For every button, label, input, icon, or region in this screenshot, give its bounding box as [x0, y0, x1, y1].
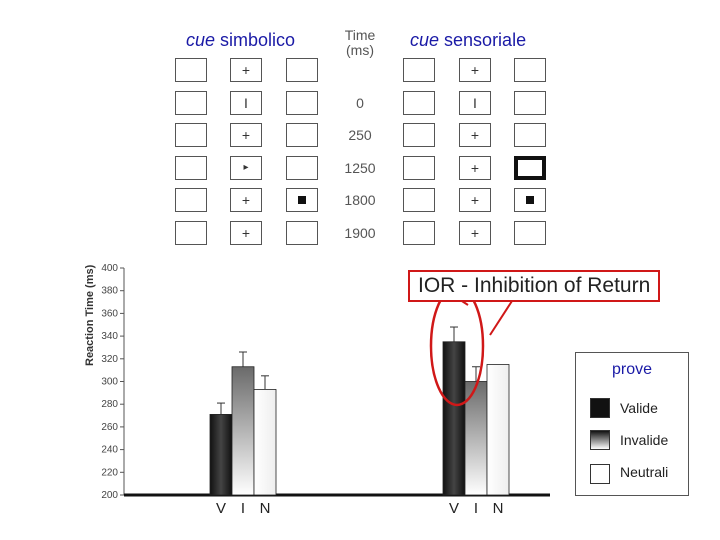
category-label: N: [260, 500, 271, 517]
heading-sensory-text: sensoriale: [439, 30, 527, 50]
y-axis-label: Reaction Time (ms): [84, 264, 96, 366]
category-label: I: [474, 500, 478, 517]
legend-swatch-valid: [590, 398, 610, 418]
right-display-box: [514, 91, 546, 115]
legend-title: prove: [611, 361, 653, 378]
y-tick-label: 200: [101, 490, 118, 501]
left-display-box: [230, 188, 262, 212]
left-display-box: [230, 156, 262, 180]
right-display-box: [459, 91, 491, 115]
heading-symbolic-text: simbolico: [215, 30, 296, 50]
right-display-box: [403, 58, 435, 82]
right-display-box: [459, 58, 491, 82]
left-display-box: [230, 91, 262, 115]
y-tick-label: 300: [101, 377, 118, 388]
left-display-box: [175, 91, 207, 115]
right-display-box: [459, 221, 491, 245]
heading-sensory-italic: cue: [410, 30, 440, 50]
legend-label-valid: Valide: [620, 400, 658, 416]
heading-symbolic-italic: cue: [186, 30, 216, 50]
callout-pointer: [489, 300, 513, 336]
right-fixation-mark: I: [473, 95, 477, 111]
y-tick-label: 240: [101, 445, 118, 456]
left-fixation-mark: +: [241, 192, 251, 208]
left-target-square: [298, 196, 306, 204]
category-label: V: [216, 500, 226, 517]
time-label: 1250: [344, 160, 376, 176]
right-display-box: [403, 123, 435, 147]
y-tick-label: 380: [101, 286, 118, 297]
y-tick-label: 340: [101, 331, 118, 342]
left-fixation-mark: +: [241, 62, 251, 78]
y-tick-label: 400: [101, 263, 118, 274]
bar-n: [253, 389, 277, 496]
left-display-box: [175, 58, 207, 82]
category-label: N: [493, 500, 504, 517]
left-display-box: [286, 123, 318, 147]
legend-swatch-invalid: [590, 430, 610, 450]
left-display-box: [230, 58, 262, 82]
right-display-box: [403, 156, 435, 180]
y-tick-label: 320: [101, 354, 118, 365]
legend-label-neutral: Neutrali: [620, 464, 669, 480]
time-label: 1900: [344, 225, 376, 241]
category-label: I: [241, 500, 245, 517]
left-display-box: [286, 156, 318, 180]
left-display-box: [175, 221, 207, 245]
right-display-box: [459, 188, 491, 212]
legend-label-invalid: Invalide: [620, 432, 669, 448]
time-header-line2: (ms): [346, 42, 374, 58]
right-display-box: [459, 156, 491, 180]
right-display-box: [459, 123, 491, 147]
left-fixation-mark: I: [244, 95, 248, 111]
right-display-box: [514, 123, 546, 147]
left-display-box: [230, 123, 262, 147]
y-tick-label: 220: [101, 467, 118, 478]
trial-timeline-diagram: + +0 I I 250 + +1250 ▸ +1800 + +1900 + +: [0, 0, 720, 250]
right-display-box: [403, 91, 435, 115]
right-display-box: [403, 188, 435, 212]
time-label: 1800: [344, 192, 376, 208]
left-display-box: [286, 221, 318, 245]
right-display-box: [514, 221, 546, 245]
left-display-box: [175, 156, 207, 180]
left-display-box: [175, 123, 207, 147]
bar-i: [231, 366, 255, 496]
y-tick-label: 260: [101, 422, 118, 433]
bar-v: [442, 341, 466, 496]
right-display-box: [514, 58, 546, 82]
category-label: V: [449, 500, 459, 517]
ior-callout: IOR - Inhibition of Return: [408, 270, 661, 302]
right-fixation-mark: +: [470, 127, 480, 143]
heading-sensory-cue: cue sensoriale: [410, 30, 526, 51]
left-fixation-mark: +: [241, 225, 251, 241]
left-display-box: [286, 91, 318, 115]
y-tick-label: 280: [101, 399, 118, 410]
time-label: 0: [356, 95, 364, 111]
bar-v: [209, 414, 233, 496]
left-display-box: [175, 188, 207, 212]
right-fixation-mark: +: [470, 160, 480, 176]
bar-n: [486, 364, 510, 496]
left-fixation-mark: ▸: [243, 162, 249, 173]
y-tick-label: 360: [101, 308, 118, 319]
right-fixation-mark: +: [470, 225, 480, 241]
time-label: 250: [348, 127, 372, 143]
heading-symbolic-cue: cue simbolico: [186, 30, 295, 51]
left-fixation-mark: +: [241, 127, 251, 143]
time-header-line1: Time: [344, 27, 376, 43]
left-display-box: [230, 221, 262, 245]
right-target-square: [526, 196, 534, 204]
right-fixation-mark: +: [470, 192, 480, 208]
time-column-header: Time (ms): [330, 28, 390, 58]
left-display-box: [286, 58, 318, 82]
right-fixation-mark: +: [470, 62, 480, 78]
right-display-box: [403, 221, 435, 245]
legend-swatch-neutral: [590, 464, 610, 484]
right-display-box: [514, 156, 546, 180]
